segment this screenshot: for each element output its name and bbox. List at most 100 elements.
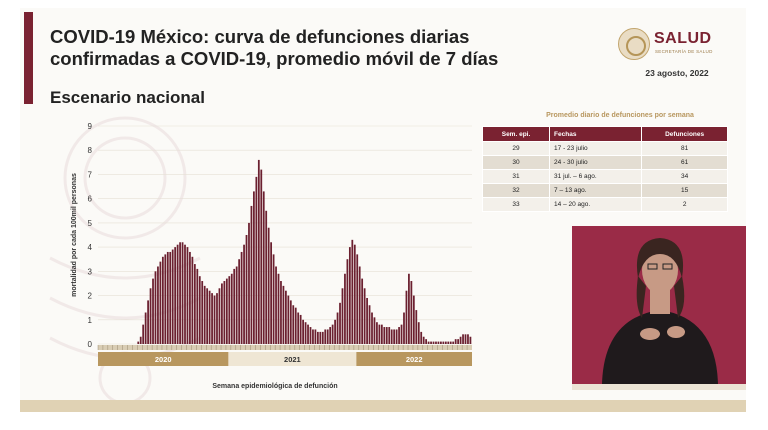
table-row: 31 31 jul. – 6 ago. 34 (481, 169, 728, 184)
data-bar (149, 288, 152, 344)
data-bar (457, 339, 460, 344)
data-bar (452, 341, 455, 344)
data-bar (213, 295, 216, 344)
data-bar (270, 242, 273, 344)
data-bar (400, 324, 403, 344)
data-bar (363, 288, 366, 344)
data-bar (255, 176, 258, 344)
logo-subtext: SECRETARÍA DE SALUD (655, 49, 713, 54)
data-bar (430, 341, 432, 344)
cell-deaths: 15 (641, 183, 728, 198)
header-week: Sem. epi. (481, 126, 551, 142)
data-bar (201, 281, 204, 344)
data-bar (336, 312, 339, 344)
data-bar (329, 327, 332, 344)
data-bar (233, 268, 236, 344)
data-bar (403, 312, 405, 344)
interpreter-figure (602, 238, 718, 384)
data-bar (216, 293, 218, 344)
section-subtitle: Escenario nacional (50, 88, 205, 107)
cell-dates: 7 – 13 ago. (549, 183, 643, 198)
data-bar (142, 324, 145, 344)
data-bar (380, 324, 383, 344)
data-bar (435, 341, 437, 344)
data-bar (144, 312, 147, 344)
data-bar (238, 259, 241, 344)
data-bar (287, 295, 290, 344)
data-bar (316, 331, 319, 344)
data-bar (240, 251, 243, 344)
data-bar (184, 244, 186, 344)
weekly-deaths-table: Sem. epi. Fechas Defunciones 29 17 - 23 j… (481, 126, 728, 212)
data-bar (309, 327, 312, 344)
y-tick-label: 3 (88, 267, 93, 276)
data-bar (223, 281, 226, 344)
data-bar (390, 329, 393, 344)
data-bar (312, 329, 314, 344)
data-bar (346, 259, 349, 344)
data-bar (198, 276, 201, 344)
data-bar (358, 266, 361, 344)
data-bar (147, 300, 149, 344)
data-bar (179, 242, 181, 344)
report-date: 23 agosto, 2022 (645, 68, 709, 78)
data-bar (299, 314, 302, 344)
title-line-1: COVID-19 México: curva de defunciones di… (50, 26, 470, 47)
data-bar (408, 273, 410, 344)
data-bar (159, 261, 162, 344)
data-bar (176, 244, 179, 344)
data-bar (139, 336, 142, 344)
data-bar (341, 288, 344, 344)
data-bar (469, 336, 472, 344)
data-bar (353, 244, 356, 344)
data-bar (152, 278, 154, 344)
y-tick-label: 0 (88, 340, 93, 349)
data-bar (218, 288, 221, 344)
data-bar (405, 290, 408, 344)
data-bar (225, 278, 228, 344)
data-bar (191, 256, 194, 344)
data-bar (304, 322, 307, 344)
data-bar (378, 324, 381, 344)
data-bar (307, 324, 309, 344)
bottom-decorative-strip (20, 400, 746, 412)
year-band (98, 352, 229, 366)
x-axis-title: Semana epidemiológica de defunción (212, 383, 337, 390)
cell-dates: 17 - 23 julio (549, 141, 643, 156)
cell-dates: 14 – 20 ago. (549, 197, 643, 212)
data-bar (467, 334, 469, 344)
data-bar (289, 300, 292, 344)
data-bar (427, 341, 430, 344)
data-bar (203, 285, 206, 344)
header-dates: Fechas (549, 126, 643, 142)
data-bar (181, 242, 184, 344)
data-bar (243, 244, 245, 344)
y-tick-label: 1 (88, 316, 93, 325)
data-bar (432, 341, 435, 344)
data-bar (193, 264, 196, 344)
data-bar (275, 266, 277, 344)
data-bar (166, 251, 169, 344)
year-label: 2020 (155, 355, 172, 364)
data-bar (314, 329, 317, 344)
data-bar (422, 336, 425, 344)
data-bar (250, 205, 253, 344)
data-bar (262, 191, 265, 344)
data-bar (393, 329, 396, 344)
data-bar (334, 319, 336, 344)
data-bar (459, 336, 462, 344)
data-bar (257, 159, 260, 344)
data-bar (464, 334, 467, 344)
data-bar (294, 307, 297, 344)
data-bar (267, 227, 270, 344)
table-row: 33 14 – 20 ago. 2 (481, 197, 728, 212)
data-bar (319, 331, 322, 344)
year-band (228, 352, 357, 366)
data-bar (154, 271, 157, 344)
data-bar (410, 281, 413, 344)
cell-week: 29 (481, 141, 551, 156)
data-bar (211, 293, 213, 344)
data-bar (221, 283, 223, 344)
y-tick-label: 4 (88, 243, 93, 252)
y-tick-label: 5 (88, 219, 93, 228)
